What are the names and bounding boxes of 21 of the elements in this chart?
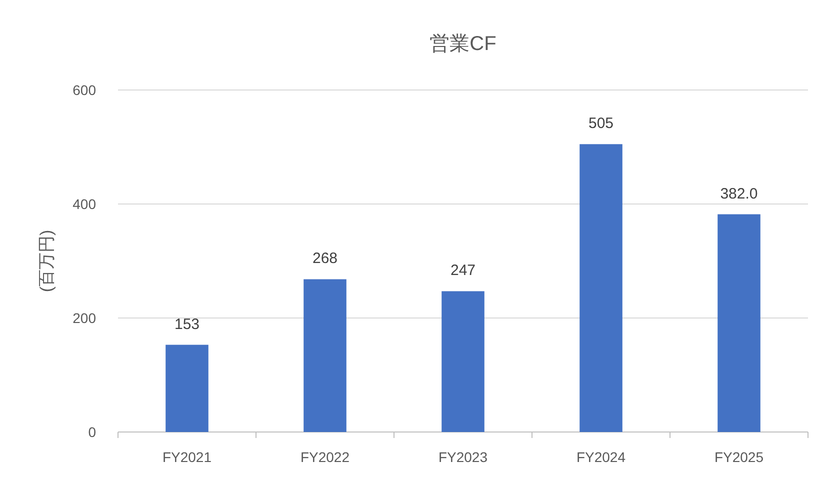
bar xyxy=(442,291,484,432)
y-tick-label: 0 xyxy=(88,424,96,440)
bar xyxy=(718,214,760,432)
x-tick-label: FY2023 xyxy=(438,449,488,465)
bar xyxy=(304,279,346,432)
data-label: 382.0 xyxy=(720,185,758,202)
y-tick-label: 400 xyxy=(72,196,96,212)
data-label: 153 xyxy=(174,316,200,333)
data-label: 505 xyxy=(588,115,614,132)
chart-title: 営業CF xyxy=(430,33,496,55)
bar xyxy=(580,144,622,432)
y-axis-title: (百万円) xyxy=(37,230,56,292)
x-tick-label: FY2021 xyxy=(162,449,212,465)
data-label: 247 xyxy=(450,262,476,280)
bar xyxy=(166,344,208,432)
y-tick-label: 600 xyxy=(72,82,96,98)
x-tick-label: FY2022 xyxy=(300,449,350,465)
x-tick-label: FY2025 xyxy=(714,449,764,465)
x-tick-label: FY2024 xyxy=(576,449,626,465)
y-tick-label: 200 xyxy=(72,310,96,326)
data-label: 268 xyxy=(312,250,338,268)
